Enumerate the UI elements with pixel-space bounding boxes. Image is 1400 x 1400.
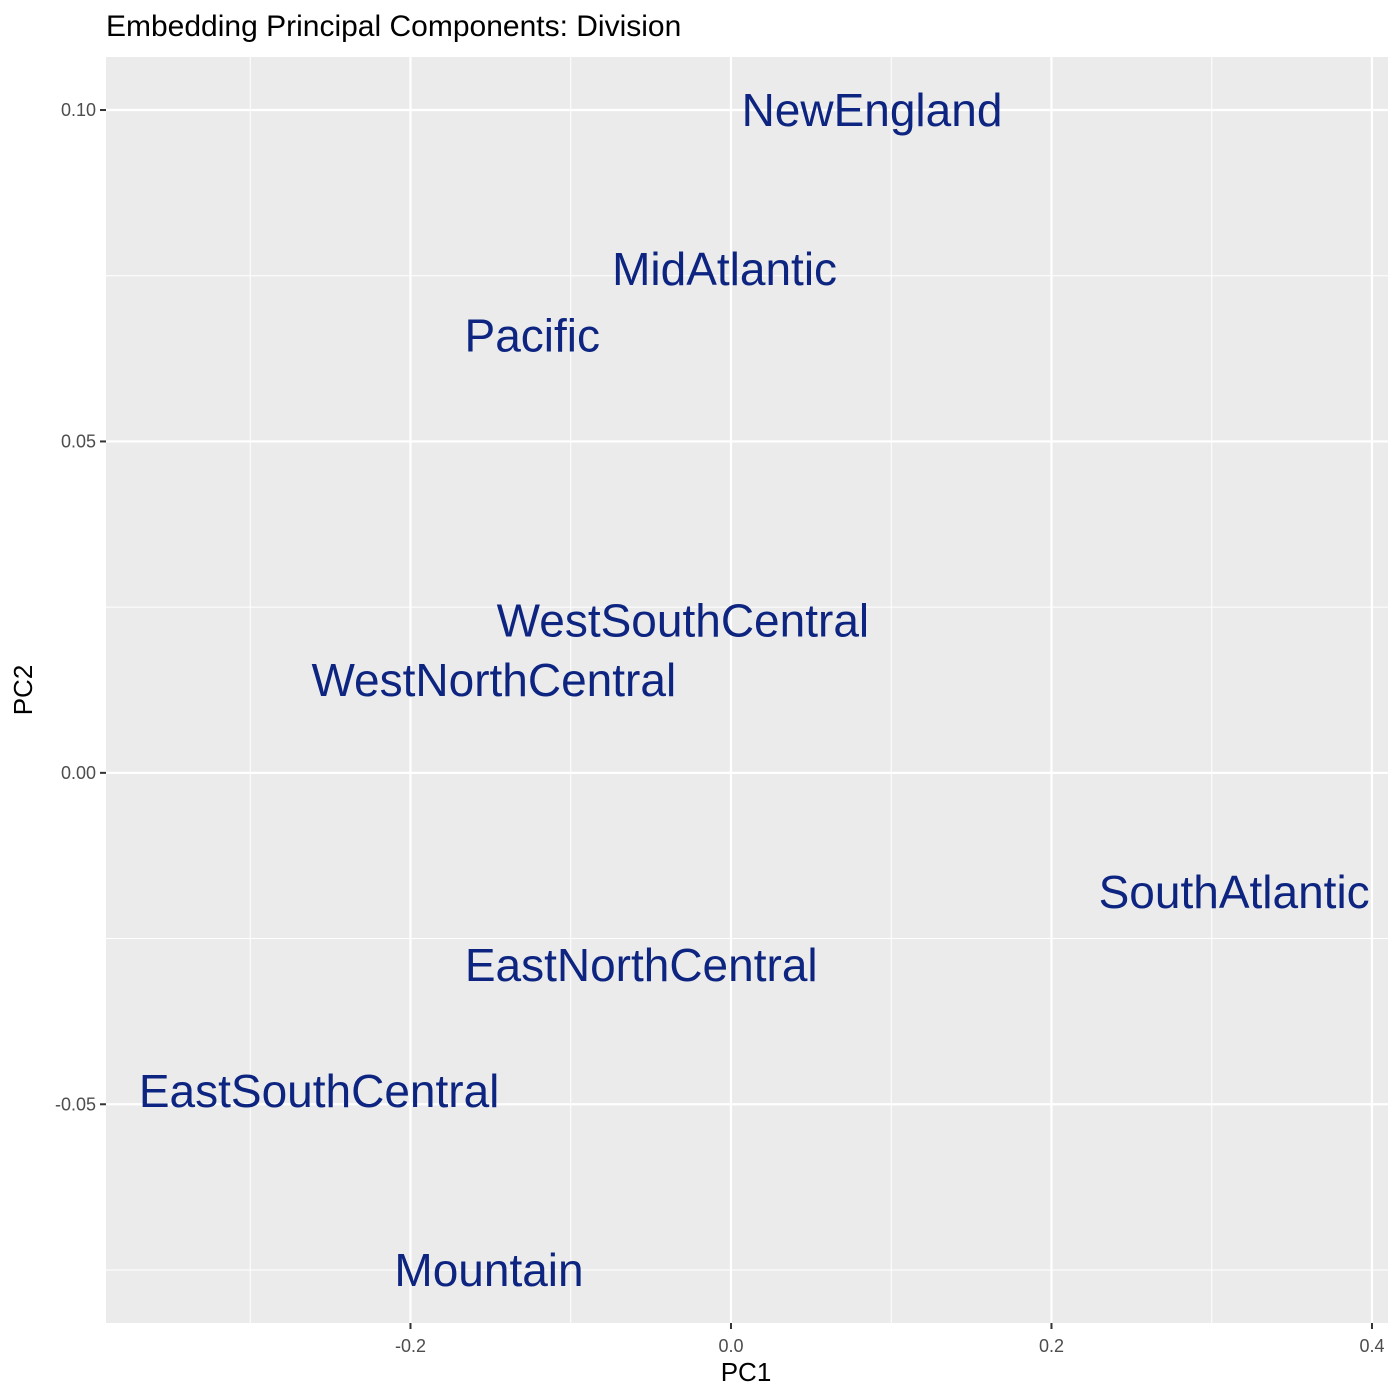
x-tick-label: 0.0 — [718, 1336, 743, 1356]
y-tick-label: 0.00 — [61, 763, 96, 783]
point-label: WestSouthCentral — [497, 594, 869, 646]
grid-major — [106, 57, 1388, 1323]
point-label: NewEngland — [742, 84, 1003, 136]
y-axis-title: PC2 — [8, 665, 38, 716]
point-label: EastNorthCentral — [465, 939, 818, 991]
x-axis: -0.2 0.0 0.2 0.4 — [395, 1323, 1384, 1356]
point-label: EastSouthCentral — [139, 1065, 500, 1117]
point-label: Mountain — [394, 1244, 583, 1296]
x-tick-label: 0.4 — [1359, 1336, 1384, 1356]
chart-title: Embedding Principal Components: Division — [106, 10, 681, 43]
point-label: SouthAtlantic — [1099, 866, 1370, 918]
y-tick-label: 0.10 — [61, 100, 96, 120]
plot-panel — [106, 57, 1388, 1323]
y-tick-label: -0.05 — [55, 1094, 96, 1114]
y-tick-label: 0.05 — [61, 431, 96, 451]
grid-minor — [106, 57, 1388, 1323]
point-label: MidAtlantic — [612, 243, 837, 295]
x-tick-label: 0.2 — [1039, 1336, 1064, 1356]
y-axis: -0.05 0.00 0.05 0.10 — [55, 100, 106, 1114]
point-label: Pacific — [465, 309, 600, 361]
x-tick-label: -0.2 — [395, 1336, 426, 1356]
point-label: WestNorthCentral — [311, 654, 676, 706]
x-axis-title: PC1 — [721, 1357, 772, 1387]
